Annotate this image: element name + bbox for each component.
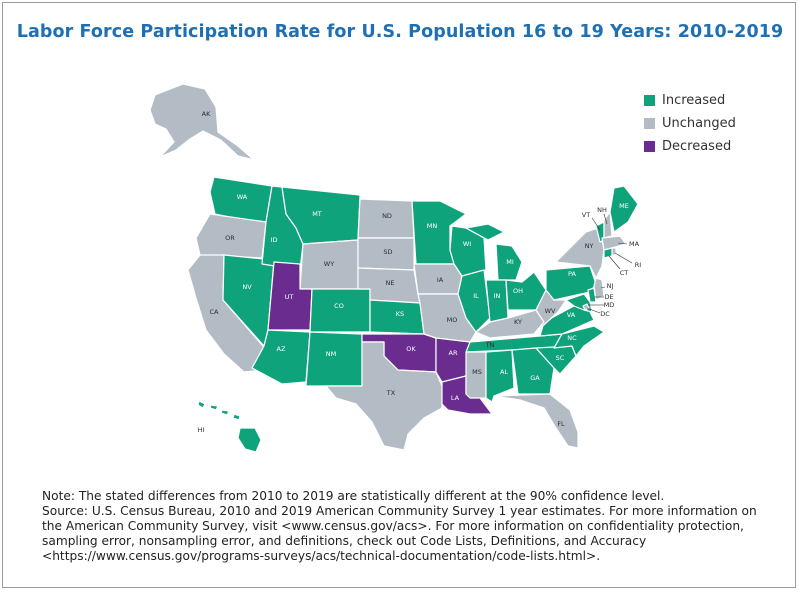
state-hi	[197, 400, 262, 453]
state-nj	[593, 277, 605, 301]
state-label-ky: KY	[514, 318, 522, 326]
state-label-mn: MN	[427, 222, 438, 230]
note-text: Note: The stated differences from 2010 t…	[42, 489, 665, 503]
state-label-nj: NJ	[607, 282, 614, 290]
state-label-de: DE	[604, 293, 613, 301]
leader-line-ri	[614, 252, 633, 264]
state-label-ne: NE	[386, 279, 395, 287]
state-label-ia: IA	[437, 276, 444, 284]
state-label-id: ID	[271, 236, 278, 244]
state-label-ma: MA	[629, 240, 640, 248]
map-title: Labor Force Participation Rate for U.S. …	[16, 22, 784, 42]
us-states-map: AK HI WA OR CA NV ID MT WY UT CO AZ NM ND SD NE KS OK TX MN…	[149, 83, 642, 453]
state-ct	[603, 247, 613, 259]
state-me	[609, 185, 639, 233]
leader-line-dc	[586, 307, 601, 314]
legend-item-increased: Increased	[644, 89, 736, 112]
legend-label-decreased: Decreased	[662, 139, 732, 154]
state-fl	[493, 393, 579, 449]
state-ma	[601, 235, 627, 251]
state-label-ny: NY	[585, 242, 594, 250]
leader-line-vt	[591, 217, 601, 231]
legend-label-unchanged: Unchanged	[662, 116, 736, 131]
legend-label-increased: Increased	[662, 93, 726, 108]
state-label-co: CO	[334, 302, 344, 310]
state-label-hi: HI	[198, 426, 205, 434]
state-label-ar: AR	[449, 349, 458, 357]
state-label-tx: TX	[386, 389, 396, 397]
state-de	[587, 287, 597, 303]
state-label-wa: WA	[237, 193, 248, 201]
state-label-al: AL	[500, 368, 508, 376]
legend-swatch-decreased	[644, 141, 655, 152]
state-label-wy: WY	[324, 260, 334, 268]
state-label-sc: SC	[556, 354, 565, 362]
state-label-nv: NV	[242, 283, 252, 291]
state-al	[485, 349, 515, 403]
state-label-mi: MI	[506, 258, 514, 266]
leader-line-ma	[617, 242, 628, 245]
state-label-ut: UT	[285, 293, 294, 301]
state-label-nd: ND	[382, 212, 392, 220]
state-nc	[553, 325, 605, 357]
legend-item-decreased: Decreased	[644, 135, 736, 158]
state-in	[485, 279, 509, 323]
state-tx	[325, 341, 443, 451]
state-label-az: AZ	[277, 345, 286, 353]
state-label-ks: KS	[396, 310, 404, 318]
state-label-me: ME	[619, 202, 629, 210]
state-label-mt: MT	[312, 210, 322, 218]
state-label-ga: GA	[530, 374, 540, 382]
leader-line-ct	[608, 255, 621, 270]
leader-line-nh	[603, 213, 608, 225]
state-label-wv: WV	[545, 307, 556, 315]
state-label-ca: CA	[210, 308, 220, 316]
leader-line-nj	[600, 286, 606, 289]
state-label-in: IN	[494, 292, 501, 300]
state-ga	[511, 347, 555, 395]
state-label-fl: FL	[557, 420, 565, 428]
state-label-or: OR	[225, 234, 235, 242]
state-nh	[603, 211, 613, 239]
state-label-ri: RI	[635, 261, 642, 269]
state-label-ct: CT	[620, 269, 629, 277]
state-mi	[465, 223, 523, 281]
state-label-wi: WI	[463, 240, 471, 248]
legend-swatch-unchanged	[644, 118, 655, 129]
state-label-mo: MO	[447, 316, 458, 324]
state-ar	[435, 337, 471, 383]
source-text: Source: U.S. Census Bureau, 2010 and 201…	[42, 504, 757, 563]
state-label-sd: SD	[383, 248, 392, 256]
state-label-vt: VT	[582, 211, 590, 219]
state-label-pa: PA	[568, 270, 577, 278]
state-label-nc: NC	[567, 334, 577, 342]
state-label-va: VA	[567, 311, 576, 319]
state-co	[309, 288, 371, 333]
state-label-tn: TN	[485, 341, 495, 349]
state-label-nh: NH	[597, 206, 607, 214]
footnote: Note: The stated differences from 2010 t…	[42, 489, 772, 564]
state-label-md: MD	[604, 301, 615, 309]
state-label-oh: OH	[513, 287, 523, 295]
legend-swatch-increased	[644, 95, 655, 106]
legend-item-unchanged: Unchanged	[644, 112, 736, 135]
state-label-ok: OK	[406, 345, 416, 353]
state-label-ms: MS	[472, 368, 482, 376]
legend: Increased Unchanged Decreased	[644, 89, 736, 158]
state-label-il: IL	[473, 292, 479, 300]
state-label-la: LA	[451, 394, 460, 402]
state-nm	[305, 331, 363, 387]
state-label-nm: NM	[326, 350, 336, 358]
state-ak	[149, 83, 255, 161]
state-label-dc: DC	[600, 310, 610, 318]
state-label-ak: AK	[202, 110, 211, 118]
